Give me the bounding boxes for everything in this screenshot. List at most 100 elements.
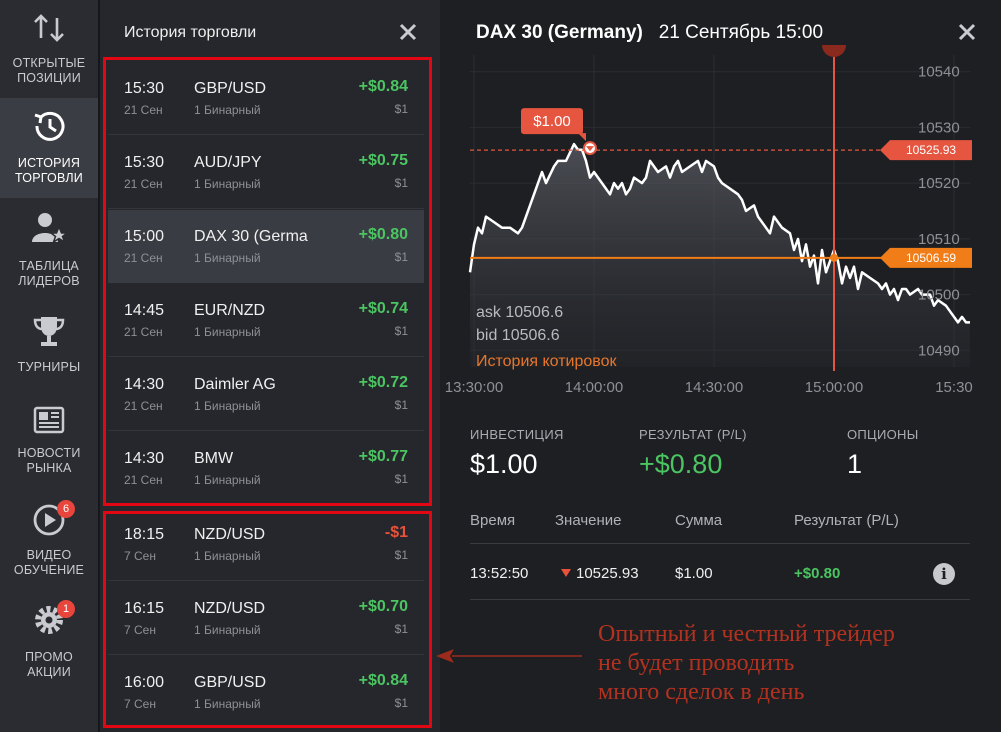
trade-row[interactable]: 16:15 7 Сен NZD/USD 1 Бинарный +$0.70 $1 (108, 582, 424, 655)
nav-market-news[interactable]: НОВОСТИ РЫНКА (0, 392, 98, 492)
trade-asset: NZD/USD (194, 526, 266, 543)
y-tick-label: 10510 (918, 231, 960, 248)
trade-row[interactable]: 15:30 21 Сен AUD/JPY 1 Бинарный +$0.75 $… (108, 136, 424, 209)
trade-asset: GBP/USD (194, 674, 267, 691)
trade-time: 18:15 (124, 526, 165, 543)
investment-value: $1.00 (470, 449, 538, 479)
nav-label: ПРОМО АКЦИИ (25, 650, 73, 679)
user-star-icon (32, 213, 69, 244)
entry-price-tag: 10525.93 (880, 140, 972, 161)
divider (98, 0, 100, 732)
price-line (468, 142, 970, 324)
y-tick-label: 10520 (918, 175, 960, 192)
trade-kind: 1 Бинарный (194, 549, 261, 563)
trade-row[interactable]: 14:45 21 Сен EUR/NZD 1 Бинарный +$0.74 $… (108, 284, 424, 357)
trade-date: 7 Сен (124, 549, 156, 563)
trade-pl: +$0.72 (358, 374, 408, 391)
y-tick-label: 10540 (918, 64, 960, 81)
quote-history-link[interactable]: История котировок (476, 353, 618, 370)
nav-label: ИСТОРИЯ ТОРГОВЛИ (15, 156, 83, 185)
price-area (470, 144, 970, 367)
column-header-sum: Сумма (675, 512, 723, 529)
trade-detail-panel: DAX 30 (Germany) 21 Сентябрь 15:00 10540… (442, 0, 1001, 732)
nav-tournaments[interactable]: ТУРНИРЫ (0, 302, 98, 402)
newspaper-icon (33, 406, 65, 434)
row-sum: $1.00 (675, 565, 713, 582)
trade-amount: $1 (394, 324, 408, 338)
y-tick-label: 10530 (918, 119, 960, 136)
investment-label: ИНВЕСТИЦИЯ (470, 427, 564, 442)
options-label: ОПЦИОНЫ (847, 427, 919, 442)
trade-pl: +$0.74 (358, 300, 408, 317)
trade-asset: GBP/USD (194, 80, 267, 97)
trade-row-selected[interactable]: 15:00 21 Сен DAX 30 (Germa 1 Бинарный +$… (108, 210, 424, 283)
trade-time: 14:30 (124, 376, 165, 393)
trade-time: 14:30 (124, 450, 165, 467)
trade-amount: $1 (394, 696, 408, 710)
svg-text:$1.00: $1.00 (533, 113, 571, 130)
close-icon[interactable] (396, 20, 420, 44)
trade-date: 21 Сен (124, 177, 163, 191)
down-triangle-icon (561, 569, 571, 577)
trade-amount: $1 (394, 472, 408, 486)
arrows-updown-icon (34, 14, 64, 42)
x-tick-label: 13:30:00 (445, 379, 503, 396)
asset-name: DAX 30 (Germany) (476, 22, 643, 43)
bid-price: bid 10506.6 (476, 327, 560, 344)
history-clock-icon (34, 111, 65, 141)
x-tick-label: 14:30:00 (685, 379, 743, 396)
trade-time: 15:00 (124, 228, 165, 245)
info-icon[interactable]: i (933, 563, 955, 585)
trade-kind: 1 Бинарный (194, 399, 261, 413)
trade-kind: 1 Бинарный (194, 177, 261, 191)
trade-asset: BMW (194, 450, 234, 467)
trade-row[interactable]: 18:15 7 Сен NZD/USD 1 Бинарный -$1 $1 (108, 508, 424, 581)
nav-leaderboard[interactable]: ТАБЛИЦА ЛИДЕРОВ (0, 202, 98, 302)
trade-pl: +$0.84 (358, 672, 408, 689)
trade-asset: DAX 30 (Germa (194, 228, 308, 245)
trade-date: 21 Сен (124, 473, 163, 487)
trade-amount: $1 (394, 622, 408, 636)
trade-amount: $1 (394, 548, 408, 562)
trade-kind: 1 Бинарный (194, 697, 261, 711)
nav-label: НОВОСТИ РЫНКА (17, 446, 81, 475)
nav-open-positions[interactable]: ОТКРЫТЫЕ ПОЗИЦИИ (0, 0, 98, 100)
trade-date: 7 Сен (124, 697, 156, 711)
svg-text:10525.93: 10525.93 (906, 143, 956, 157)
trade-date: 21 Сен (124, 251, 163, 265)
trade-time: 16:00 (124, 674, 165, 691)
sidebar: ОТКРЫТЫЕ ПОЗИЦИИ ИСТОРИЯ ТОРГОВЛИ ТАБЛИЦА Л… (0, 0, 98, 732)
row-value: 10525.93 (561, 565, 639, 582)
trade-date: 7 Сен (124, 623, 156, 637)
nav-promo[interactable]: 1 ПРОМО АКЦИИ (0, 594, 98, 694)
y-axis: 10540 10530 10520 10510 10500 10490 (918, 64, 960, 360)
nav-label: ТАБЛИЦА ЛИДЕРОВ (18, 259, 80, 288)
trade-row[interactable]: 14:30 21 Сен Daimler AG 1 Бинарный +$0.7… (108, 358, 424, 431)
trade-time: 15:30 (124, 80, 165, 97)
trade-row[interactable]: 14:30 21 Сен BMW 1 Бинарный +$0.77 $1 (108, 432, 424, 505)
highlight-box-earlier (103, 511, 432, 728)
y-tick-label: 10490 (918, 342, 960, 359)
trade-row[interactable]: 15:30 21 Сен GBP/USD 1 Бинарный +$0.84 $… (108, 62, 424, 135)
trade-date: 21 Сен (124, 399, 163, 413)
investment-marker: $1.00 (521, 108, 586, 142)
trade-row[interactable]: 16:00 7 Сен GBP/USD 1 Бинарный +$0.84 $1 (108, 656, 424, 729)
trade-kind: 1 Бинарный (194, 325, 261, 339)
trade-asset: Daimler AG (194, 376, 276, 393)
trade-pl: +$0.80 (358, 226, 408, 243)
trade-asset: NZD/USD (194, 600, 266, 617)
divider (470, 543, 970, 544)
trade-time: 16:15 (124, 600, 165, 617)
detail-title: DAX 30 (Germany) 21 Сентябрь 15:00 (476, 22, 823, 44)
nav-trade-history[interactable]: ИСТОРИЯ ТОРГОВЛИ (0, 98, 98, 198)
row-result: +$0.80 (794, 565, 841, 582)
trade-time: 15:30 (124, 154, 165, 171)
nav-video-tutorials[interactable]: 6 ВИДЕО ОБУЧЕНИЕ (0, 492, 98, 592)
close-icon[interactable] (955, 20, 979, 44)
gear-promo-icon (35, 606, 63, 634)
trade-pl: +$0.70 (358, 598, 408, 615)
trade-pl: +$0.84 (358, 78, 408, 95)
play-circle-icon (33, 504, 65, 536)
trade-pl: +$0.75 (358, 152, 408, 169)
